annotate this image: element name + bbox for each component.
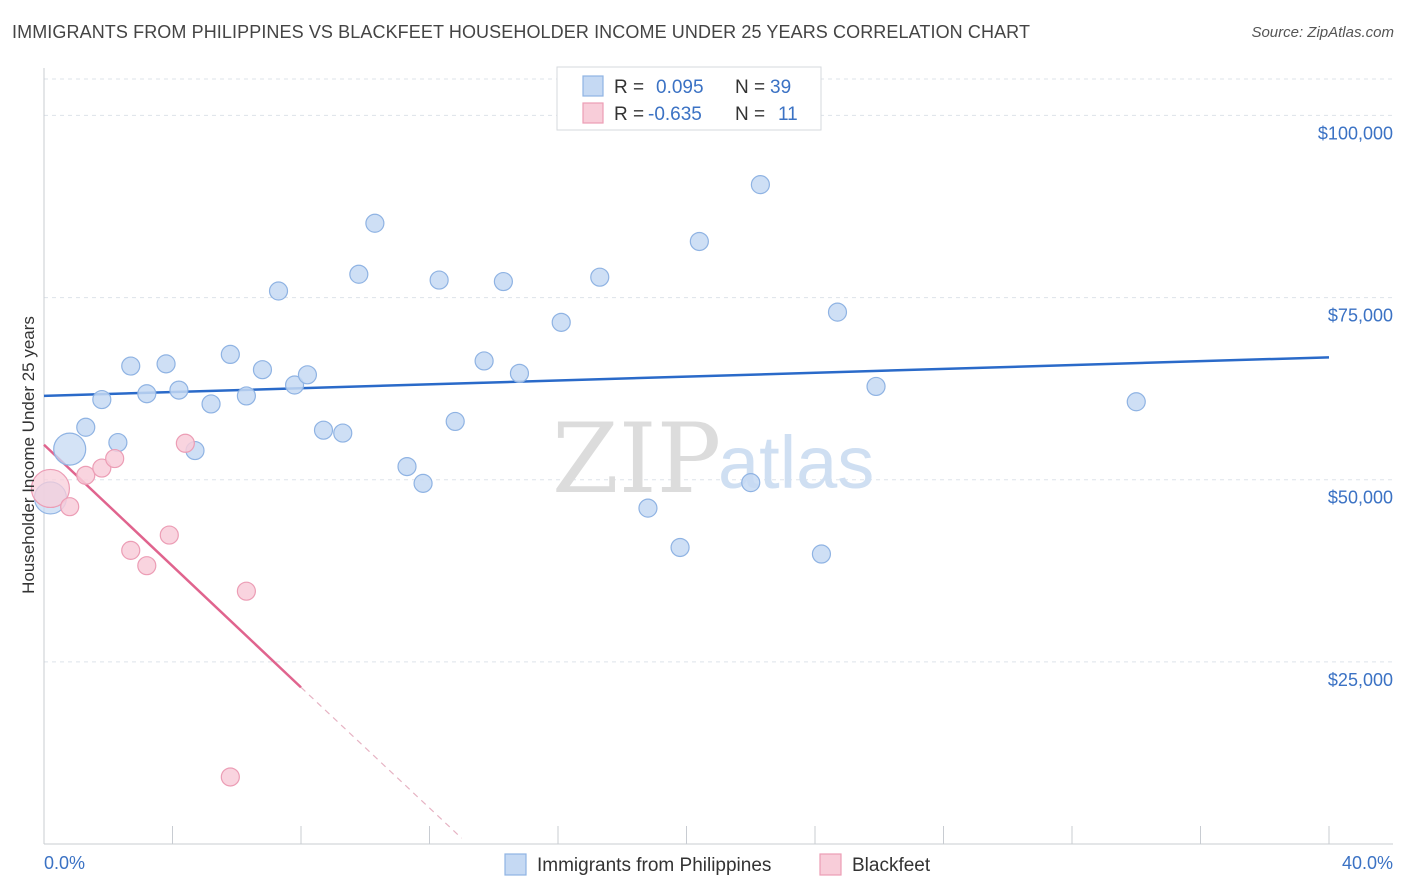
point-philippines-15 xyxy=(284,375,305,395)
point-blackfeet-3 xyxy=(92,458,112,478)
correlation-legend: R = 0.095 N = 39 R = -0.635 N = 11 xyxy=(556,66,822,131)
point-philippines-29 xyxy=(590,267,610,287)
point-philippines-6 xyxy=(137,384,157,404)
point-philippines-4 xyxy=(108,432,128,453)
point-philippines-36 xyxy=(827,302,848,322)
legend-swatch-philippines xyxy=(582,75,604,97)
point-philippines-14 xyxy=(268,281,289,301)
point-philippines-30 xyxy=(638,498,658,518)
point-philippines-7 xyxy=(156,354,176,374)
point-philippines-28 xyxy=(551,312,571,332)
point-philippines-18 xyxy=(333,423,353,443)
point-blackfeet-0 xyxy=(30,468,71,509)
point-philippines-22 xyxy=(413,473,433,493)
point-blackfeet-4 xyxy=(105,448,125,469)
point-philippines-20 xyxy=(365,213,385,233)
legend-n-value-blackfeet: 11 xyxy=(778,104,798,125)
point-philippines-26 xyxy=(493,271,513,292)
point-philippines-37 xyxy=(866,376,886,397)
point-blackfeet-9 xyxy=(220,767,240,787)
legend-r-label-blackfeet: R = xyxy=(614,104,644,125)
bottom-legend-label-philippines: Immigrants from Philippines xyxy=(537,855,771,876)
point-philippines-23 xyxy=(429,270,449,290)
point-philippines-35 xyxy=(811,544,832,564)
trend-line-blackfeet-extension xyxy=(300,686,463,839)
bottom-legend-swatch-philippines xyxy=(504,853,527,876)
point-philippines-38 xyxy=(1126,392,1146,412)
legend-n-label-blackfeet: N = xyxy=(735,104,765,125)
point-philippines-25 xyxy=(474,351,494,371)
point-philippines-19 xyxy=(349,264,369,284)
trend-layer xyxy=(43,356,1330,839)
point-blackfeet-1 xyxy=(60,497,80,517)
y-tick-labels: $25,000 $50,000 $75,000 $100,000 xyxy=(1318,123,1393,689)
point-blackfeet-10 xyxy=(236,581,256,601)
watermark-zip: ZIP xyxy=(552,403,721,515)
y-tick-label-1: $50,000 xyxy=(1328,488,1393,508)
bottom-legend-label-blackfeet: Blackfeet xyxy=(852,855,931,876)
point-philippines-10 xyxy=(201,394,221,414)
point-philippines-32 xyxy=(689,231,709,252)
source-label: Source: ZipAtlas.com xyxy=(1251,24,1394,41)
point-philippines-33 xyxy=(741,473,761,493)
point-philippines-2 xyxy=(76,417,96,437)
legend-n-label-philippines: N = xyxy=(735,77,765,98)
point-philippines-5 xyxy=(121,356,141,376)
point-philippines-11 xyxy=(220,344,240,364)
y-tick-label-0: $25,000 xyxy=(1328,670,1393,690)
y-tick-label-2: $75,000 xyxy=(1328,306,1393,326)
point-philippines-16 xyxy=(297,365,318,385)
legend-r-label-philippines: R = xyxy=(614,77,644,98)
y-tick-label-3: $100,000 xyxy=(1318,123,1393,143)
legend-r-value-philippines: 0.095 xyxy=(656,77,704,98)
trend-line-blackfeet xyxy=(43,443,302,689)
watermark-atlas: atlas xyxy=(718,421,874,504)
axes-layer xyxy=(43,68,1393,845)
point-philippines-24 xyxy=(445,411,465,432)
watermark: ZIP atlas xyxy=(552,403,874,515)
chart-title: IMMIGRANTS FROM PHILIPPINES VS BLACKFEET… xyxy=(12,22,1031,42)
point-philippines-34 xyxy=(750,175,770,195)
points-layer xyxy=(30,175,1146,787)
point-philippines-21 xyxy=(397,457,417,477)
point-philippines-31 xyxy=(670,537,690,558)
point-blackfeet-2 xyxy=(76,465,96,485)
x-tick-label-min: 0.0% xyxy=(44,853,85,873)
point-philippines-27 xyxy=(509,363,530,383)
point-philippines-3 xyxy=(92,389,112,410)
point-philippines-13 xyxy=(252,360,273,380)
point-philippines-8 xyxy=(169,380,189,400)
grid-layer xyxy=(44,78,1393,663)
point-philippines-1 xyxy=(53,432,87,466)
x-tick-label-max: 40.0% xyxy=(1342,853,1393,873)
legend-n-value-philippines: 39 xyxy=(770,77,791,98)
point-blackfeet-6 xyxy=(137,556,157,576)
point-blackfeet-8 xyxy=(175,433,195,453)
point-philippines-12 xyxy=(236,386,256,406)
trend-line-philippines xyxy=(43,356,1330,398)
series-legend: Immigrants from Philippines Blackfeet xyxy=(504,853,931,876)
point-blackfeet-7 xyxy=(159,525,179,545)
point-philippines-17 xyxy=(313,420,334,440)
bottom-legend-swatch-blackfeet xyxy=(819,853,842,876)
legend-r-value-blackfeet: -0.635 xyxy=(648,104,702,125)
point-blackfeet-5 xyxy=(121,540,141,560)
y-axis-label: Householder Income Under 25 years xyxy=(19,316,38,594)
legend-swatch-blackfeet xyxy=(582,102,604,124)
